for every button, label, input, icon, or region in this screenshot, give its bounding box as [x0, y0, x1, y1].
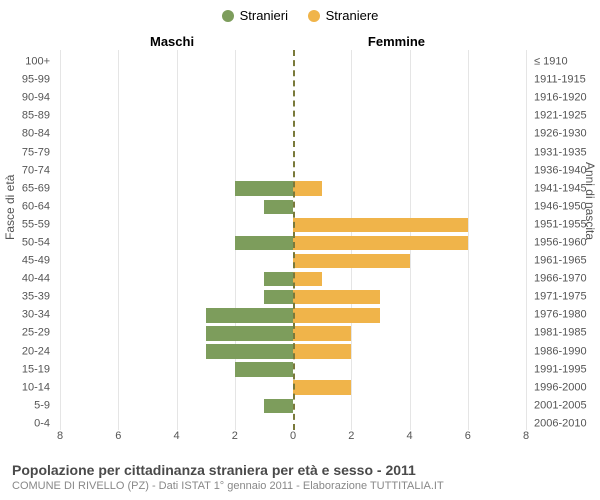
y-label-age: 40-44 [0, 274, 56, 285]
legend-label-female: Straniere [326, 8, 379, 23]
y-label-birth: 1991-1995 [528, 364, 600, 375]
bar-male[interactable] [264, 290, 293, 304]
x-tick: 4 [173, 430, 179, 442]
x-tick: 6 [115, 430, 121, 442]
bar-male[interactable] [264, 399, 293, 413]
chart-title: Popolazione per cittadinanza straniera p… [12, 462, 588, 478]
legend-item-male[interactable]: Stranieri [222, 8, 288, 23]
y-label-age: 30-34 [0, 310, 56, 321]
y-axis-right: ≤ 1910 1911-1915 1916-1920 1921-1925 1926-19… [528, 50, 600, 430]
bar-male[interactable] [264, 200, 293, 214]
bar-female[interactable] [293, 272, 322, 286]
bar-female[interactable] [293, 254, 410, 268]
y-label-age: 35-39 [0, 292, 56, 303]
y-label-birth: 1981-1985 [528, 328, 600, 339]
bar-female[interactable] [293, 181, 322, 195]
y-label-age: 20-24 [0, 346, 56, 357]
y-label-birth: 1926-1930 [528, 129, 600, 140]
bar-male[interactable] [206, 326, 293, 340]
x-tick: 4 [406, 430, 412, 442]
bar-female[interactable] [293, 290, 380, 304]
y-label-age: 100+ [0, 57, 56, 68]
y-label-age: 5-9 [0, 400, 56, 411]
y-label-age: 45-49 [0, 256, 56, 267]
legend-label-male: Stranieri [240, 8, 288, 23]
plot-area [60, 50, 526, 430]
bar-male[interactable] [235, 362, 293, 376]
bar-male[interactable] [206, 308, 293, 322]
center-line [293, 50, 295, 430]
column-header-male: Maschi [150, 34, 194, 49]
bar-female[interactable] [293, 344, 351, 358]
y-label-age: 50-54 [0, 238, 56, 249]
y-label-age: 95-99 [0, 75, 56, 86]
y-label-birth: 1956-1960 [528, 238, 600, 249]
chart-footer: Popolazione per cittadinanza straniera p… [12, 462, 588, 492]
grid-line [526, 50, 527, 430]
y-label-birth: 1996-2000 [528, 382, 600, 393]
y-label-age: 0-4 [0, 418, 56, 429]
y-label-birth: 1971-1975 [528, 292, 600, 303]
y-label-birth: 1966-1970 [528, 274, 600, 285]
x-axis: 8 6 4 2 0 2 4 6 8 [60, 430, 526, 446]
bar-male[interactable] [264, 272, 293, 286]
y-label-age: 60-64 [0, 201, 56, 212]
bar-female[interactable] [293, 380, 351, 394]
legend: Stranieri Straniere [0, 0, 600, 30]
bar-female[interactable] [293, 218, 468, 232]
y-label-birth: ≤ 1910 [528, 57, 600, 68]
x-tick: 2 [348, 430, 354, 442]
bar-female[interactable] [293, 236, 468, 250]
y-axis-left: 100+ 95-99 90-94 85-89 80-84 75-79 70-74 65-69 6… [0, 50, 56, 430]
pyramid-chart: Stranieri Straniere Maschi Femmine Fasce… [0, 0, 600, 500]
legend-swatch-male [222, 10, 234, 22]
bar-female[interactable] [293, 308, 380, 322]
y-label-birth: 1961-1965 [528, 256, 600, 267]
y-label-birth: 1941-1945 [528, 183, 600, 194]
y-label-birth: 1936-1940 [528, 165, 600, 176]
x-tick: 0 [290, 430, 296, 442]
y-label-age: 10-14 [0, 382, 56, 393]
bar-male[interactable] [235, 181, 293, 195]
y-label-birth: 1931-1935 [528, 147, 600, 158]
y-label-birth: 1916-1920 [528, 93, 600, 104]
y-label-age: 65-69 [0, 183, 56, 194]
x-tick: 2 [232, 430, 238, 442]
y-label-age: 25-29 [0, 328, 56, 339]
x-tick: 8 [523, 430, 529, 442]
y-label-age: 75-79 [0, 147, 56, 158]
legend-swatch-female [308, 10, 320, 22]
y-label-age: 85-89 [0, 111, 56, 122]
y-label-birth: 1911-1915 [528, 75, 600, 86]
y-label-birth: 1921-1925 [528, 111, 600, 122]
bar-female[interactable] [293, 326, 351, 340]
y-label-age: 70-74 [0, 165, 56, 176]
y-label-birth: 2006-2010 [528, 418, 600, 429]
bar-male[interactable] [235, 236, 293, 250]
legend-item-female[interactable]: Straniere [308, 8, 379, 23]
y-label-birth: 1946-1950 [528, 201, 600, 212]
y-label-birth: 1986-1990 [528, 346, 600, 357]
x-tick: 6 [465, 430, 471, 442]
y-label-age: 55-59 [0, 219, 56, 230]
y-label-age: 15-19 [0, 364, 56, 375]
column-header-female: Femmine [368, 34, 425, 49]
y-label-birth: 1976-1980 [528, 310, 600, 321]
bar-male[interactable] [206, 344, 293, 358]
y-label-birth: 2001-2005 [528, 400, 600, 411]
y-label-birth: 1951-1955 [528, 219, 600, 230]
y-label-age: 90-94 [0, 93, 56, 104]
chart-subtitle: COMUNE DI RIVELLO (PZ) - Dati ISTAT 1° g… [12, 480, 588, 492]
x-tick: 8 [57, 430, 63, 442]
y-label-age: 80-84 [0, 129, 56, 140]
